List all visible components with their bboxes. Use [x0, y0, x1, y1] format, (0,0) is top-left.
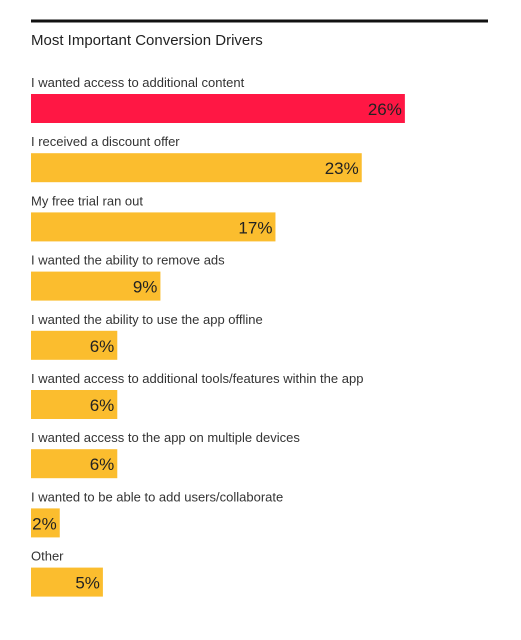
bar: [31, 449, 118, 479]
chart-title: Most Important Conversion Drivers: [31, 32, 263, 49]
value-label: 26%: [368, 100, 402, 119]
bar: [31, 212, 276, 242]
value-label: 6%: [90, 455, 115, 474]
value-label: 5%: [75, 574, 100, 593]
bar: [31, 390, 118, 419]
category-label: I received a discount offer: [31, 134, 180, 149]
category-label: Other: [31, 549, 64, 564]
bar: [31, 330, 118, 360]
value-label: 23%: [325, 159, 359, 178]
category-label: I wanted access to additional tools/feat…: [31, 371, 363, 386]
bar: [31, 153, 362, 183]
bar: [31, 94, 405, 123]
bars-group: I wanted access to additional content 26%…: [31, 75, 405, 597]
value-label: 6%: [90, 337, 115, 356]
category-label: I wanted access to the app on multiple d…: [31, 430, 300, 445]
value-label: 9%: [133, 278, 158, 297]
value-label: 2%: [32, 514, 57, 533]
category-label: I wanted the ability to remove ads: [31, 253, 225, 268]
category-label: I wanted access to additional content: [31, 75, 245, 90]
value-label: 17%: [238, 218, 272, 237]
bar: [31, 271, 161, 301]
category-label: I wanted to be able to add users/collabo…: [31, 489, 283, 504]
value-label: 6%: [90, 396, 115, 415]
bar: [31, 508, 60, 538]
category-label: My free trial ran out: [31, 193, 143, 208]
category-label: I wanted the ability to use the app offl…: [31, 312, 263, 327]
bar: [31, 567, 103, 597]
